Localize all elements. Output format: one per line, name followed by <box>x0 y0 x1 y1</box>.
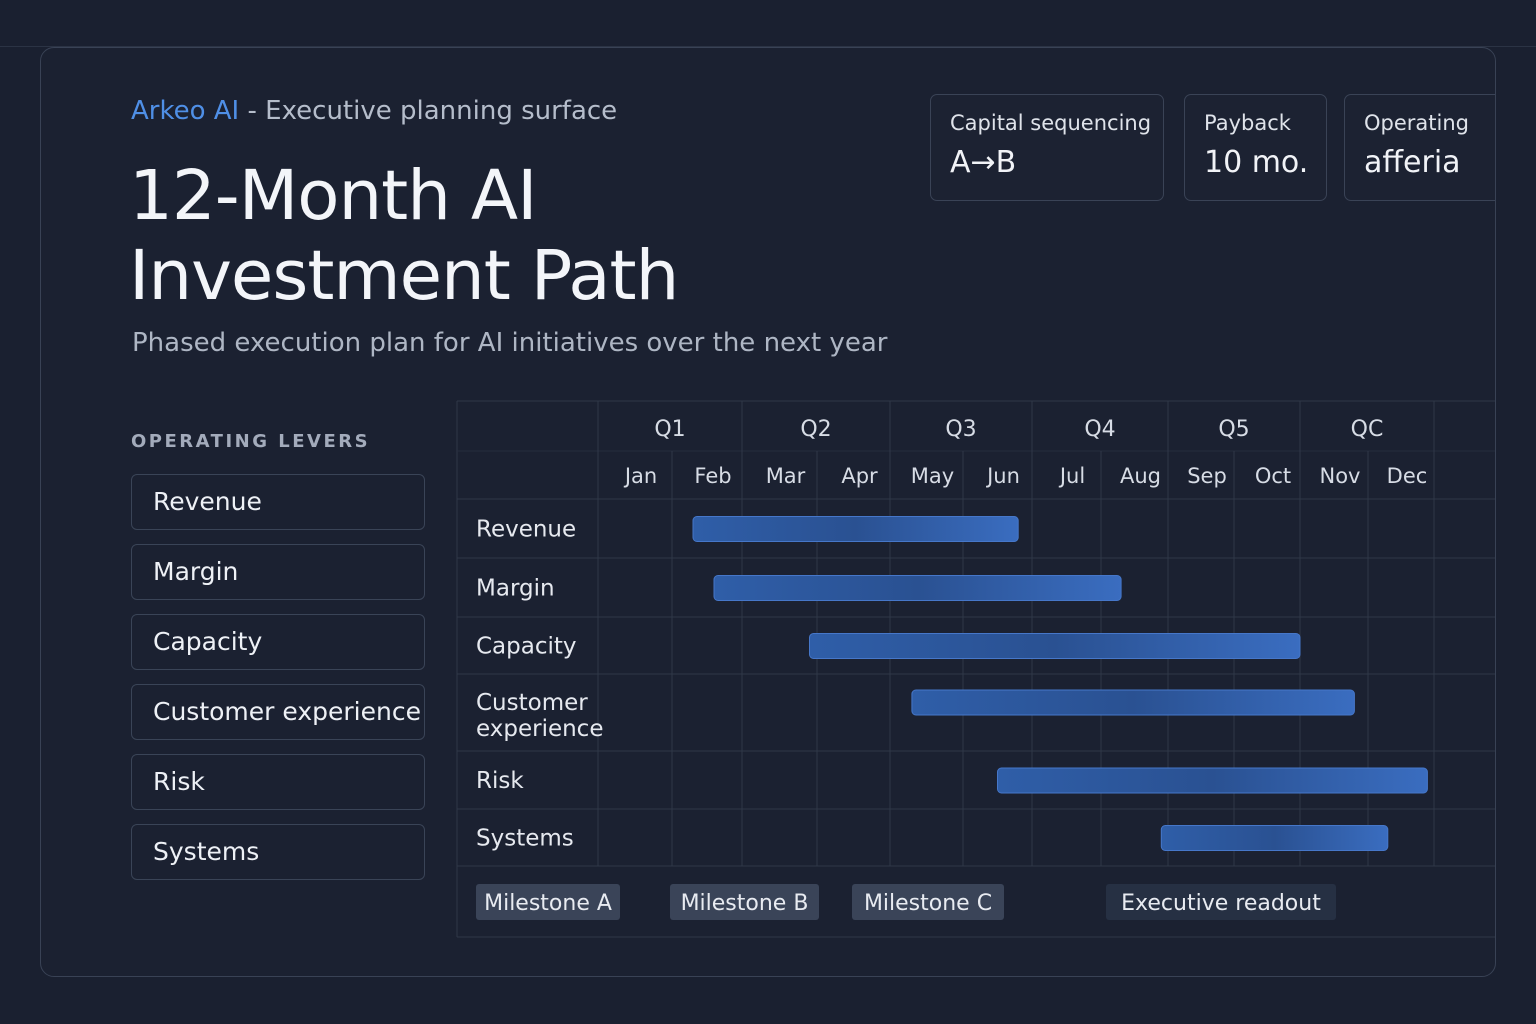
gantt-chart: Q1 Q2 Q3 Q4 Q5 QC Jan Feb Mar Apr May Jun Jul Aug Sep O… <box>456 400 1495 938</box>
lever-revenue[interactable]: Revenue <box>131 474 425 530</box>
quarter-label: Q3 <box>945 417 976 442</box>
lever-margin[interactable]: Margin <box>131 544 425 600</box>
gantt-bar <box>713 575 1122 601</box>
gantt-bar <box>809 633 1301 659</box>
kpi-value: 10 mo. <box>1204 145 1309 180</box>
quarter-label: Q4 <box>1084 417 1115 442</box>
eyebrow: Arkeo AI - Executive planning surface <box>131 96 617 126</box>
row-label: Margin <box>476 576 555 602</box>
row-label: Risk <box>476 768 524 794</box>
kpi-value: A→B <box>950 145 1017 180</box>
month-label: Dec <box>1387 464 1428 488</box>
row-label: experience <box>476 716 603 742</box>
top-divider <box>0 46 1536 47</box>
milestone-chip <box>476 884 620 920</box>
row-label: Capacity <box>476 634 577 660</box>
kpi-label: Capital sequencing <box>950 111 1152 135</box>
month-label: Nov <box>1320 464 1361 488</box>
kpi-payback: Payback 10 mo. <box>1184 94 1327 201</box>
page-title: 12-Month AI Investment Path <box>129 156 679 316</box>
milestone-chip <box>852 884 1004 920</box>
kpi-value: afferia <box>1364 145 1461 180</box>
month-label: Jun <box>985 464 1020 488</box>
lever-capacity[interactable]: Capacity <box>131 614 425 670</box>
kpi-capital-sequencing: Capital sequencing A→B <box>930 94 1164 201</box>
quarter-label: QC <box>1351 417 1384 442</box>
milestone-chip <box>670 884 819 920</box>
row-label: Customer <box>476 690 588 716</box>
row-label: Systems <box>476 826 574 852</box>
milestone-chip <box>1106 884 1336 920</box>
row-label: Revenue <box>476 517 576 543</box>
month-label: Oct <box>1255 464 1291 488</box>
quarter-label: Q1 <box>654 417 685 442</box>
milestone-label: Milestone A <box>484 891 612 916</box>
gantt-bar <box>911 689 1355 716</box>
levers-title: OPERATING LEVERS <box>131 431 371 452</box>
gantt-bar <box>1160 825 1389 851</box>
milestone-label: Milestone B <box>681 891 809 916</box>
kpi-label: Operating <box>1364 111 1469 135</box>
gantt-bar <box>692 516 1019 542</box>
title-line-2: Investment Path <box>129 236 679 316</box>
lever-systems[interactable]: Systems <box>131 824 425 880</box>
month-label: May <box>911 464 954 488</box>
milestone-label: Executive readout <box>1121 891 1321 916</box>
levers-list: Revenue Margin Capacity Customer experie… <box>131 474 425 894</box>
page-subtitle: Phased execution plan for AI initiatives… <box>132 328 888 358</box>
month-label: Jul <box>1058 464 1085 488</box>
month-label: Aug <box>1120 464 1161 488</box>
month-label: Feb <box>694 464 731 488</box>
month-label: Sep <box>1187 464 1227 488</box>
lever-risk[interactable]: Risk <box>131 754 425 810</box>
eyebrow-text: - Executive planning surface <box>239 96 618 126</box>
brand-name: Arkeo AI <box>131 96 240 126</box>
month-label: Mar <box>766 464 806 488</box>
month-label: Apr <box>841 464 878 488</box>
month-label: Jan <box>623 464 657 488</box>
kpi-label: Payback <box>1204 111 1291 135</box>
planning-panel: Arkeo AI - Executive planning surface 12… <box>40 47 1496 977</box>
quarter-label: Q5 <box>1218 417 1249 442</box>
kpi-operating: Operating afferia <box>1344 94 1495 201</box>
title-line-1: 12-Month AI <box>129 156 537 236</box>
gantt-bar <box>997 767 1428 794</box>
milestone-label: Milestone C <box>864 891 992 916</box>
lever-customer-experience[interactable]: Customer experience <box>131 684 425 740</box>
quarter-label: Q2 <box>800 417 831 442</box>
